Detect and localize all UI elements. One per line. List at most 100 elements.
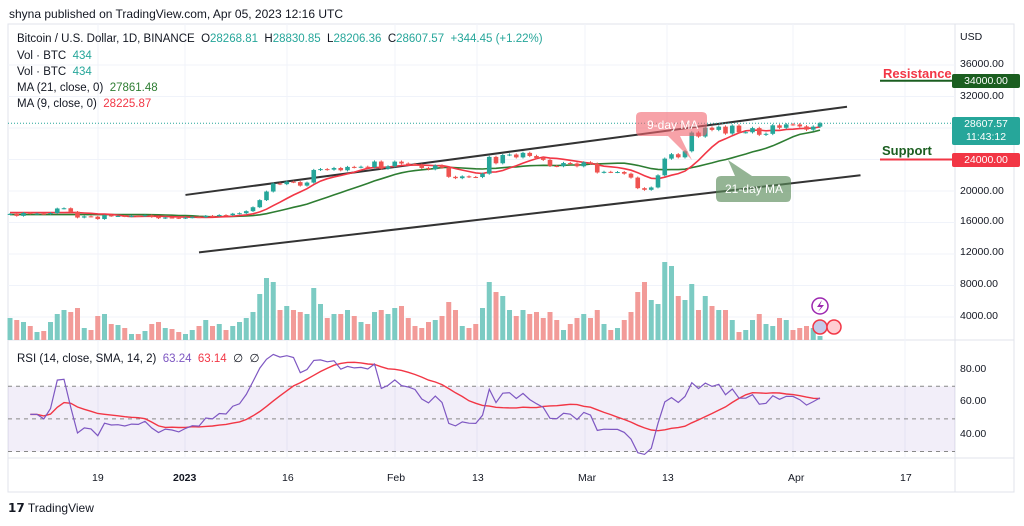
volume-bar xyxy=(372,312,377,340)
price-axis-tick: 36000.00 xyxy=(960,58,1004,70)
candle-body xyxy=(250,207,256,212)
candle-body xyxy=(669,154,674,159)
volume-bar xyxy=(291,310,296,340)
candle-body xyxy=(513,154,519,158)
last-price-badge: 28607.57 11:43:12 xyxy=(952,117,1020,145)
volume-bar xyxy=(669,266,674,340)
candle-body xyxy=(486,156,492,174)
volume-bar xyxy=(817,336,823,340)
candle-body xyxy=(115,215,121,217)
rsi-legend[interactable]: RSI (14, close, SMA, 14, 2) 63.24 63.14 … xyxy=(17,351,260,365)
volume-bar xyxy=(642,282,647,340)
candle-body xyxy=(210,215,215,217)
ma21-legend[interactable]: MA (21, close, 0) 27861.48 xyxy=(17,82,158,94)
volume-bar xyxy=(405,318,411,340)
candle-body xyxy=(716,126,722,130)
candle-body xyxy=(709,127,715,130)
candle-body xyxy=(48,213,53,215)
candle-body xyxy=(689,132,695,152)
symbol-label[interactable]: Bitcoin / U.S. Dollar, 1D, BINANCE xyxy=(17,33,195,45)
candle-body xyxy=(392,161,398,167)
candle-body xyxy=(608,171,614,173)
volume-bar xyxy=(804,326,809,340)
volume-bar xyxy=(702,296,708,340)
candle-body xyxy=(331,168,337,170)
volume-bar xyxy=(68,312,74,340)
volume-bar xyxy=(797,328,803,340)
lightning-icon xyxy=(817,300,824,312)
price-axis-tick: 16000.00 xyxy=(960,215,1004,227)
candle-body xyxy=(817,123,823,127)
candle-body xyxy=(729,125,735,134)
tradingview-brand[interactable]: 𝟭𝟳 TradingView xyxy=(8,501,94,515)
candle-body xyxy=(264,191,269,201)
candle-body xyxy=(682,151,688,158)
volume-bar xyxy=(392,308,398,340)
ma9-value: 28225.87 xyxy=(103,98,152,110)
candle-body xyxy=(561,163,566,167)
ma9-line xyxy=(10,126,821,219)
date-axis-tick: 17 xyxy=(900,472,912,484)
volume-bar xyxy=(615,328,620,340)
high-label: H xyxy=(264,33,273,45)
volume-bar xyxy=(534,312,539,340)
volume-bar xyxy=(770,326,776,340)
volume-bar xyxy=(486,282,492,340)
volume-bar xyxy=(34,332,40,340)
volume-bar xyxy=(480,308,485,340)
candle-body xyxy=(365,166,371,168)
candle-body xyxy=(750,128,755,133)
date-axis-tick: 19 xyxy=(92,472,104,484)
candle-body xyxy=(358,166,364,168)
rsi-line xyxy=(30,353,821,456)
candle-body xyxy=(75,211,80,218)
volume-bar xyxy=(230,326,236,340)
candle-body xyxy=(466,176,472,178)
volume-bar xyxy=(250,312,256,340)
candle-body xyxy=(723,126,728,134)
volume-bar xyxy=(608,330,614,340)
volume-bar xyxy=(41,331,47,340)
volume-bar xyxy=(243,318,249,340)
support-price-badge: 24000.00 xyxy=(952,153,1020,167)
candle-body xyxy=(135,215,141,217)
candle-body xyxy=(797,124,803,127)
volume-legend-1[interactable]: Vol · BTC 434 xyxy=(17,50,92,62)
volume-bar xyxy=(783,320,789,340)
channel-upper-line xyxy=(185,105,848,196)
candle-body xyxy=(635,177,641,189)
candle-body xyxy=(432,165,438,170)
volume-bar xyxy=(810,328,816,340)
volume-bar xyxy=(129,334,134,340)
candle-body xyxy=(554,165,560,167)
ma9-callout-box xyxy=(636,112,707,160)
volume-bar xyxy=(257,294,263,340)
candle-body xyxy=(385,166,391,169)
volume-bar xyxy=(628,312,634,340)
rsi-na-2: ∅ xyxy=(249,353,260,365)
volume-bar xyxy=(601,324,607,340)
volume-bar xyxy=(756,314,762,340)
volume-bar xyxy=(466,328,472,340)
volume-bar xyxy=(385,314,391,340)
ma9-legend[interactable]: MA (9, close, 0) 28225.87 xyxy=(17,98,151,110)
volume-bar xyxy=(412,326,418,340)
volume-legend-2[interactable]: Vol · BTC 434 xyxy=(17,66,92,78)
high-value: 28830.85 xyxy=(272,33,321,45)
volume-bar xyxy=(122,328,128,340)
volume-bar xyxy=(520,310,526,340)
candle-body xyxy=(453,176,458,179)
price-axis-tick: 8000.00 xyxy=(960,278,998,290)
rsi-axis-tick: 60.00 xyxy=(960,395,987,407)
volume-bar xyxy=(318,304,323,340)
candle-body xyxy=(318,169,323,171)
date-axis-tick: Mar xyxy=(578,472,597,484)
candle-body xyxy=(527,152,533,156)
volume-bar xyxy=(277,310,283,340)
candle-body xyxy=(284,181,290,185)
price-axis-tick: 32000.00 xyxy=(960,90,1004,102)
volume-bar xyxy=(183,334,188,340)
volume-bar xyxy=(588,318,593,340)
